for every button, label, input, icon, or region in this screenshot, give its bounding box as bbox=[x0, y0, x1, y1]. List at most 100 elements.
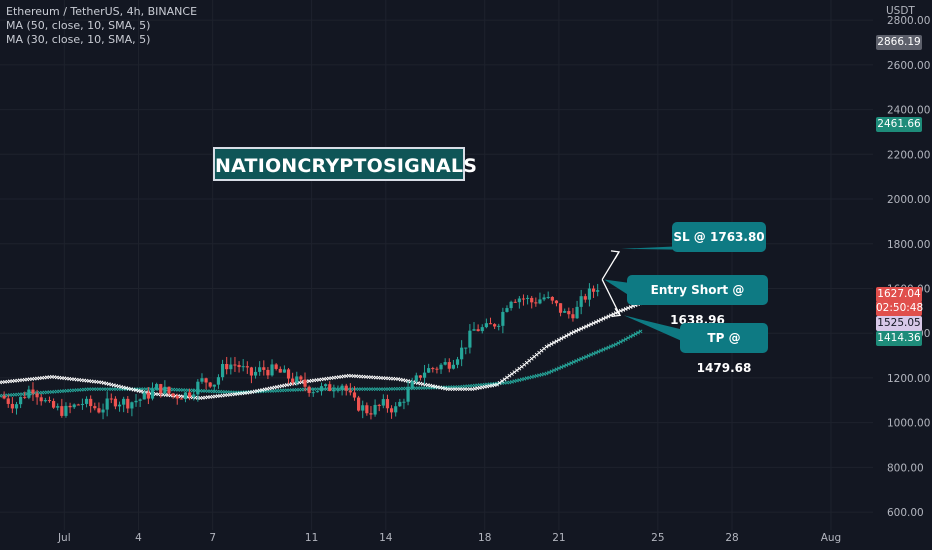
ma-fast-marker bbox=[626, 306, 631, 310]
candle-body bbox=[274, 364, 278, 369]
time-axis: Jul 4 7 11 14 18 21 25 28 Aug bbox=[57, 532, 841, 544]
candle-body bbox=[311, 392, 315, 394]
ma-fast-marker bbox=[571, 330, 576, 335]
ma-fast-marker bbox=[589, 322, 593, 327]
ma-slow-marker bbox=[613, 342, 618, 347]
x-tick-label: Aug bbox=[821, 532, 842, 544]
candle-body bbox=[381, 399, 385, 406]
candle-body bbox=[447, 362, 451, 369]
ma-slow-marker bbox=[618, 339, 623, 344]
candle-body bbox=[225, 363, 229, 370]
ma-slow-marker bbox=[638, 329, 643, 334]
price-badge-last: 1627.04 bbox=[876, 287, 922, 302]
trade-arrows bbox=[601, 246, 700, 342]
ma-slow-marker bbox=[552, 368, 556, 373]
candle-body bbox=[571, 314, 575, 319]
candle-body bbox=[546, 296, 550, 298]
candle-body bbox=[464, 347, 468, 349]
ma-fast-marker bbox=[621, 307, 626, 312]
ma-fast-marker bbox=[581, 325, 586, 330]
candle-body bbox=[439, 364, 443, 370]
ma-slow-marker bbox=[547, 370, 551, 375]
ma-fast-marker bbox=[512, 370, 517, 375]
candle-body bbox=[332, 390, 336, 392]
candle-body bbox=[10, 403, 14, 409]
candle-body bbox=[356, 397, 361, 411]
candle-body bbox=[155, 384, 159, 390]
candle-body bbox=[266, 369, 270, 376]
candle-body bbox=[402, 401, 406, 403]
tp-arrow bbox=[601, 279, 621, 316]
candle-body bbox=[188, 392, 192, 397]
y-tick-label: 2800.00 bbox=[887, 15, 930, 27]
tp-callout[interactable]: TP @ 1479.68 bbox=[680, 323, 768, 375]
ma-fast-marker bbox=[559, 336, 564, 341]
ma-slow-marker bbox=[554, 367, 559, 372]
y-tick-label: 2600.00 bbox=[887, 60, 930, 72]
tp-pointer bbox=[624, 315, 684, 342]
legend-ma1[interactable]: MA (50, close, 10, SMA, 5) bbox=[6, 19, 151, 32]
ma-fast-marker bbox=[507, 373, 512, 378]
tp-arrowhead bbox=[611, 308, 622, 318]
y-tick-label: 600.00 bbox=[887, 507, 924, 519]
candle-body bbox=[130, 402, 134, 409]
candle-body bbox=[385, 399, 390, 409]
y-tick-label: 1200.00 bbox=[887, 373, 930, 385]
candle-body bbox=[253, 371, 258, 376]
candle-body bbox=[414, 375, 418, 382]
ma-fast-marker bbox=[564, 333, 569, 338]
candle-body bbox=[258, 367, 262, 372]
candle-body bbox=[558, 303, 563, 313]
candle-body bbox=[43, 400, 47, 402]
candle-body bbox=[216, 377, 221, 385]
candle-body bbox=[476, 329, 480, 332]
candle-body bbox=[315, 391, 319, 393]
candle-body bbox=[6, 398, 10, 404]
x-tick-label: 4 bbox=[135, 532, 142, 544]
ma-slow-marker bbox=[601, 347, 606, 352]
ma-fast-marker bbox=[566, 332, 571, 337]
candle-body bbox=[122, 398, 126, 405]
candle-body bbox=[521, 298, 526, 300]
candle-body bbox=[530, 297, 534, 303]
ma-fast-marker bbox=[601, 316, 606, 321]
candle-body bbox=[480, 327, 484, 332]
candle-body bbox=[472, 329, 476, 331]
candle-body bbox=[505, 308, 509, 312]
candle-body bbox=[509, 301, 513, 309]
candle-body bbox=[2, 395, 6, 399]
candle-body bbox=[23, 396, 27, 398]
candle-body bbox=[361, 405, 365, 411]
ma-slow-marker bbox=[599, 348, 603, 353]
chart-grid bbox=[0, 0, 873, 530]
candle-body bbox=[237, 365, 241, 368]
sl-callout[interactable]: SL @ 1763.80 bbox=[672, 222, 766, 252]
ma-fast-marker bbox=[618, 308, 623, 313]
candle-body bbox=[587, 288, 592, 300]
sl-arrowhead bbox=[610, 250, 621, 260]
candle-body bbox=[427, 368, 431, 373]
ma-fast-marker bbox=[549, 342, 554, 346]
legend-symbol[interactable]: Ethereum / TetherUS, 4h, BINANCE bbox=[6, 5, 198, 18]
entry-callout[interactable]: Entry Short @ 1638.96 bbox=[627, 275, 768, 327]
ma-fast-marker bbox=[596, 318, 601, 323]
ma-slow-marker bbox=[631, 333, 636, 338]
ma-slow-marker bbox=[596, 349, 601, 354]
y-tick-label: 1800.00 bbox=[887, 239, 930, 251]
candle-body bbox=[563, 311, 567, 313]
legend-ma2[interactable]: MA (30, close, 10, SMA, 5) bbox=[6, 33, 151, 46]
ma-slow-marker bbox=[561, 364, 566, 369]
ma-slow-marker bbox=[633, 332, 638, 336]
candle-body bbox=[192, 394, 196, 397]
ma-fast-marker bbox=[497, 380, 502, 385]
candles bbox=[2, 283, 600, 420]
ma-fast-marker bbox=[628, 305, 633, 309]
candle-body bbox=[51, 401, 56, 408]
candle-body bbox=[377, 404, 381, 406]
candle-body bbox=[220, 363, 225, 378]
ma-fast-marker bbox=[576, 327, 581, 332]
candle-body bbox=[138, 399, 142, 401]
ma-slow-marker bbox=[591, 351, 596, 356]
y-tick-label: 2000.00 bbox=[887, 194, 930, 206]
